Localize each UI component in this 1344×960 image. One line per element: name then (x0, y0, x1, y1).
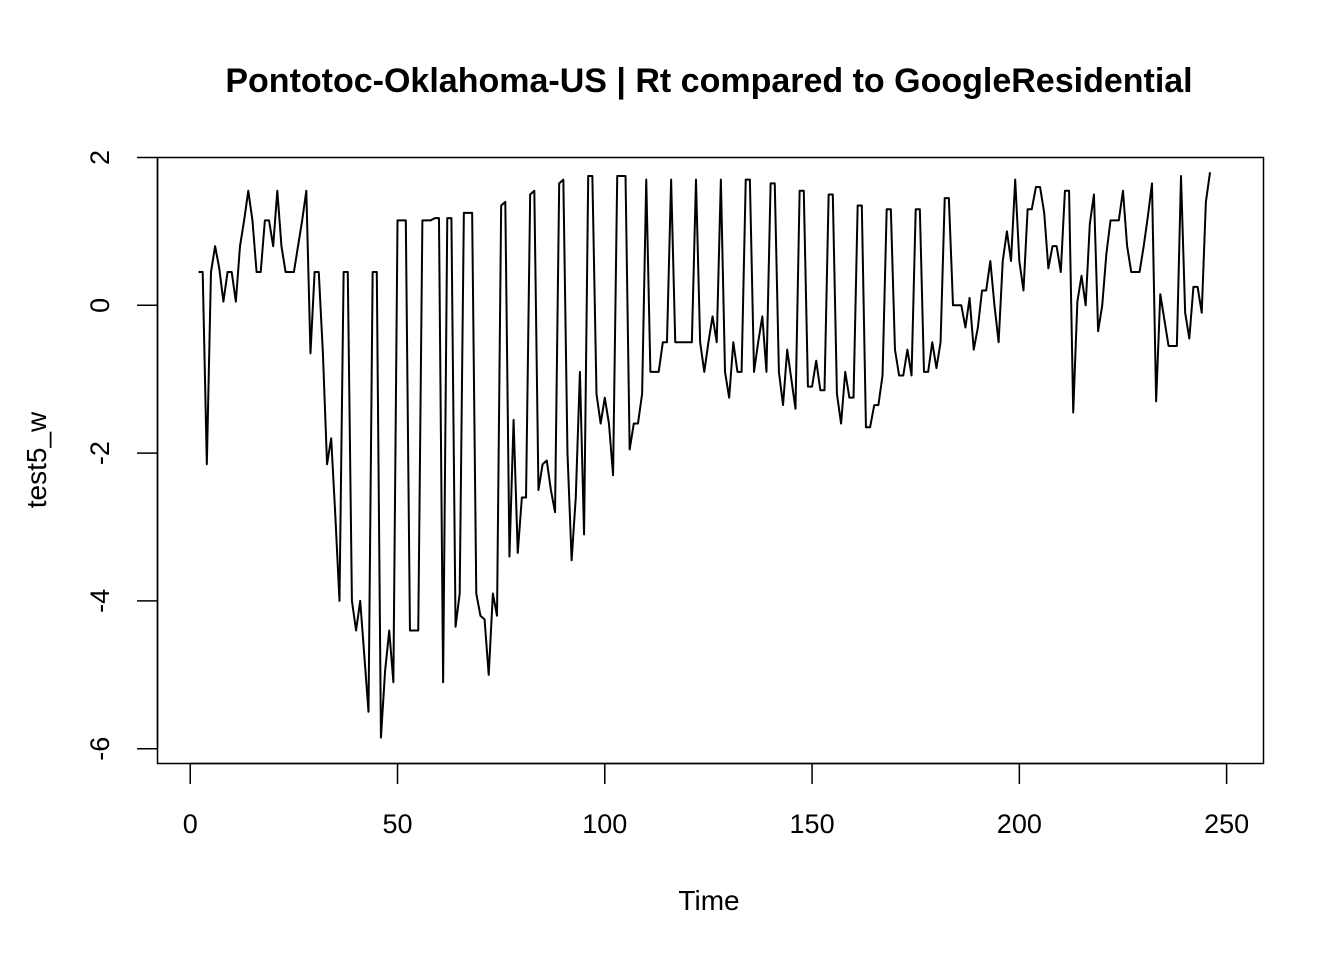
y-tick-label: -2 (85, 441, 115, 465)
y-axis-label: test5_w (21, 411, 52, 508)
x-tick-label: 200 (997, 809, 1042, 839)
x-tick-label: 150 (790, 809, 835, 839)
chart-title: Pontotoc-Oklahoma-US | Rt compared to Go… (225, 62, 1192, 100)
y-tick-label: -4 (85, 589, 115, 613)
x-tick-label: 0 (183, 809, 198, 839)
y-tick-label: -6 (85, 737, 115, 761)
y-tick-label: 0 (85, 298, 115, 313)
x-tick-label: 250 (1204, 809, 1249, 839)
x-tick-label: 50 (382, 809, 412, 839)
y-axis: -6 -4 -2 0 2 (85, 150, 159, 761)
x-axis-label: Time (678, 885, 739, 916)
y-tick-label: 2 (85, 150, 115, 165)
x-axis: 0 50 100 150 200 250 (183, 762, 1249, 839)
plot-frame (156, 156, 1265, 765)
x-tick-label: 100 (582, 809, 627, 839)
series-line-test5_w (198, 172, 1212, 739)
